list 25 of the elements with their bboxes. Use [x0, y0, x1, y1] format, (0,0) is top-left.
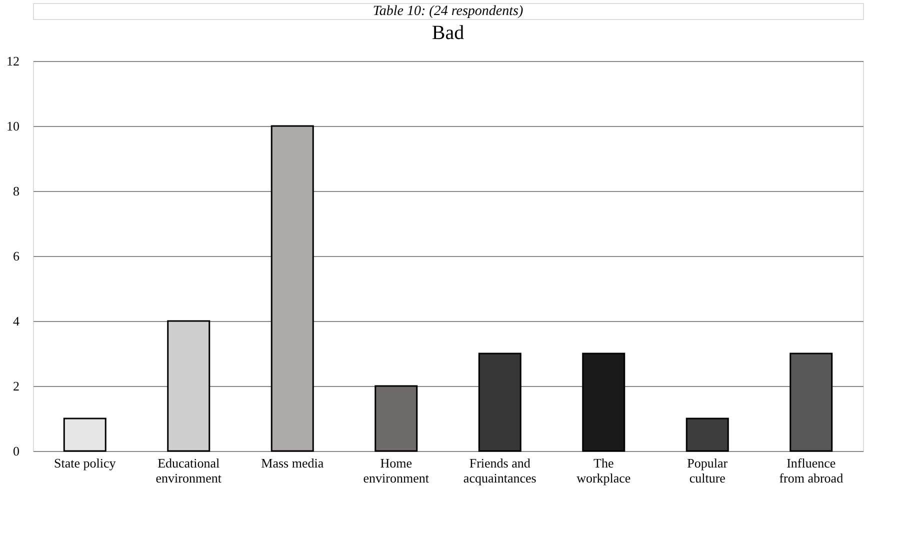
bar [686, 418, 729, 452]
caption: Table 10: (24 respondents) [372, 4, 524, 19]
x-tick-label: Mass media [261, 456, 324, 470]
y-tick-label: 4 [13, 314, 20, 328]
y-tick-label: 12 [6, 54, 20, 68]
bar [478, 352, 522, 452]
x-tick-label: Home environment [363, 456, 430, 486]
x-tick-label: Influence from abroad [779, 456, 844, 486]
y-tick-label: 8 [13, 184, 20, 198]
chart-title: Bad [432, 22, 464, 44]
bar [582, 352, 626, 452]
y-tick-label: 6 [13, 248, 20, 264]
y-tick-label: 2 [13, 378, 20, 394]
bar [167, 320, 210, 452]
bar [790, 352, 833, 452]
bar [270, 125, 314, 452]
y-tick-label: 10 [6, 118, 20, 134]
bar [63, 418, 106, 452]
bar [374, 385, 418, 452]
x-tick-label: The workplace [576, 456, 631, 486]
y-tick-label: 0 [13, 444, 20, 458]
x-tick-label: Educational environment [156, 456, 222, 486]
x-tick-label: Friends and acquaintances [463, 456, 536, 486]
x-tick-label: State policy [54, 456, 116, 470]
x-tick-label: Popular culture [687, 456, 728, 486]
